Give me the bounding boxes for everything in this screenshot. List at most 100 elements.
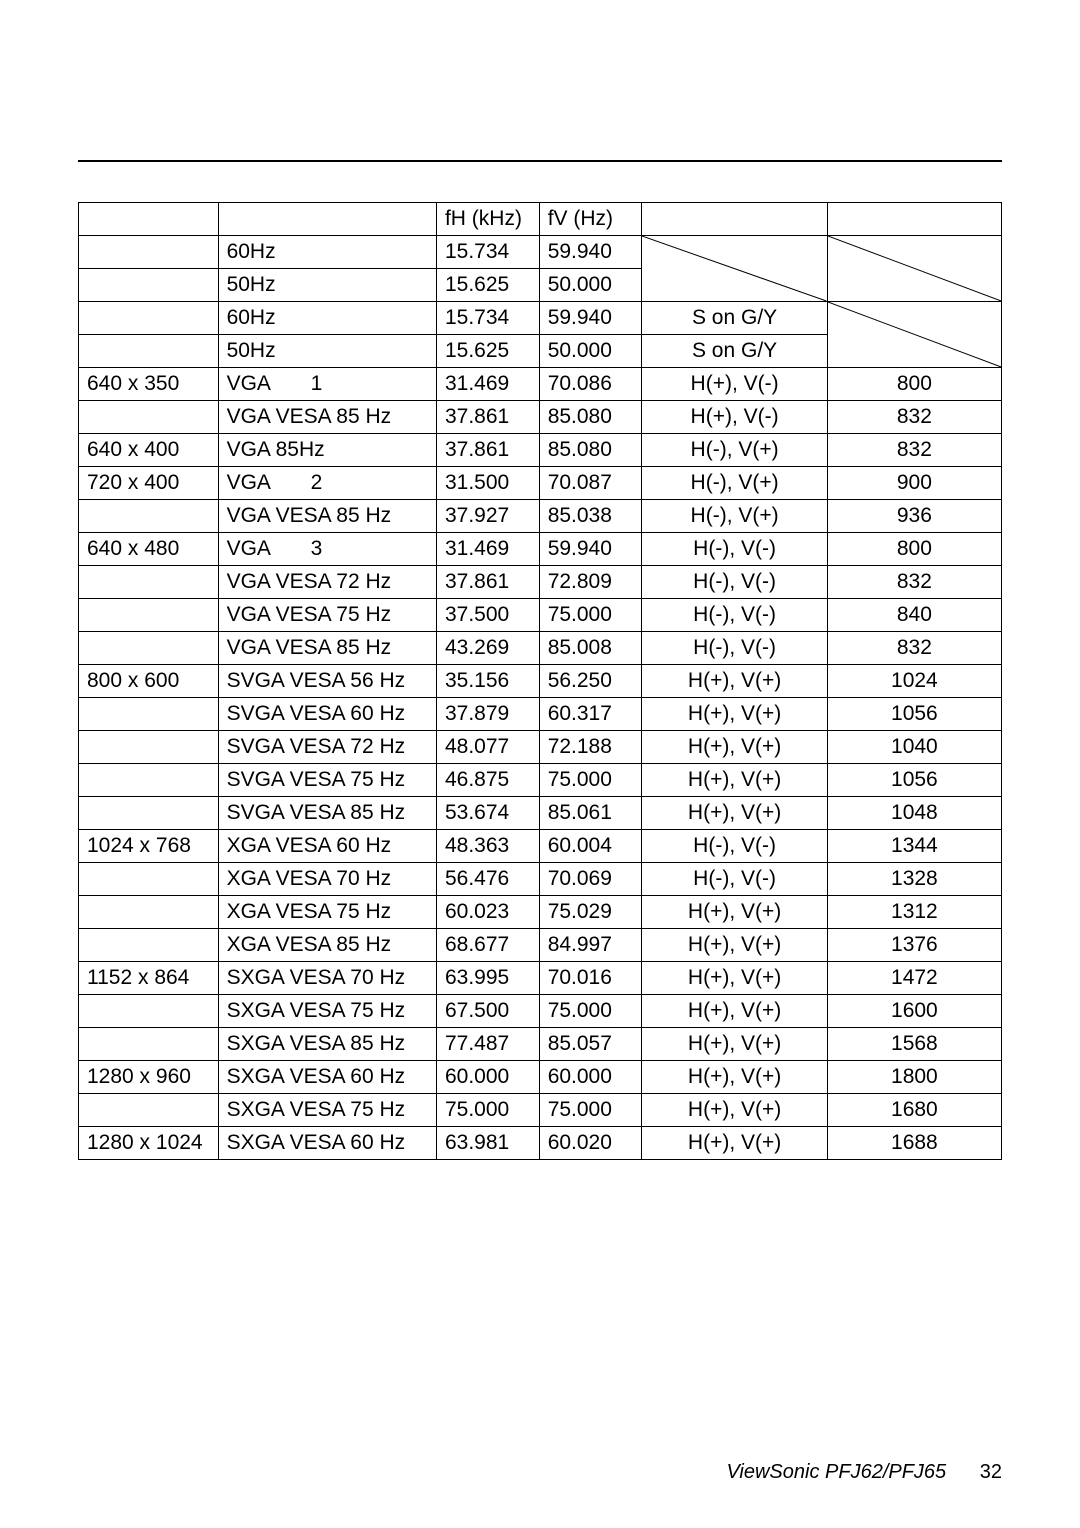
- cell-resolution: [79, 797, 219, 830]
- cell-resolution: [79, 929, 219, 962]
- cell-fv: 70.016: [539, 962, 642, 995]
- cell-dots: 1024: [827, 665, 1001, 698]
- cell-dots: 1600: [827, 995, 1001, 1028]
- cell-resolution: 1280 x 1024: [79, 1127, 219, 1160]
- cell-resolution: 1152 x 864: [79, 962, 219, 995]
- page-footer: ViewSonic PFJ62/PFJ65 32: [726, 1461, 1002, 1484]
- cell-dots: 1312: [827, 896, 1001, 929]
- cell-sync: H(-), V(-): [642, 599, 827, 632]
- cell-fh: 75.000: [436, 1094, 539, 1127]
- cell-mode: SXGA VESA 70 Hz: [218, 962, 436, 995]
- cell-fv: 60.004: [539, 830, 642, 863]
- cell-fh: 37.500: [436, 599, 539, 632]
- cell-mode: XGA VESA 75 Hz: [218, 896, 436, 929]
- header-blank-resolution: [79, 203, 219, 236]
- cell-mode: 60Hz: [218, 302, 436, 335]
- cell-mode: VGA VESA 85 Hz: [218, 500, 436, 533]
- cell-resolution: [79, 1094, 219, 1127]
- cell-dots: 800: [827, 533, 1001, 566]
- cell-fh: 37.861: [436, 401, 539, 434]
- cell-dots: 1040: [827, 731, 1001, 764]
- cell-dots: 1056: [827, 698, 1001, 731]
- cell-sync-na: [642, 236, 827, 302]
- cell-dots: 1376: [827, 929, 1001, 962]
- cell-fh: 31.500: [436, 467, 539, 500]
- cell-resolution: [79, 269, 219, 302]
- cell-dots: 1800: [827, 1061, 1001, 1094]
- header-blank-mode: [218, 203, 436, 236]
- cell-mode: 60Hz: [218, 236, 436, 269]
- cell-sync: H(+), V(-): [642, 401, 827, 434]
- cell-fh: 35.156: [436, 665, 539, 698]
- cell-sync: H(-), V(+): [642, 467, 827, 500]
- cell-fv: 84.997: [539, 929, 642, 962]
- cell-fv: 75.000: [539, 995, 642, 1028]
- cell-fh: 48.363: [436, 830, 539, 863]
- cell-dots: 832: [827, 632, 1001, 665]
- cell-fh: 15.625: [436, 335, 539, 368]
- cell-sync: H(-), V(+): [642, 500, 827, 533]
- cell-resolution: [79, 698, 219, 731]
- cell-fh: 37.861: [436, 566, 539, 599]
- cell-fv: 50.000: [539, 269, 642, 302]
- cell-sync: H(+), V(+): [642, 797, 827, 830]
- cell-fh: 43.269: [436, 632, 539, 665]
- cell-mode: SXGA VESA 85 Hz: [218, 1028, 436, 1061]
- cell-mode: SXGA VESA 75 Hz: [218, 995, 436, 1028]
- cell-sync: H(+), V(-): [642, 368, 827, 401]
- cell-dots-na: [827, 302, 1001, 368]
- cell-fv: 72.809: [539, 566, 642, 599]
- cell-sync: H(+), V(+): [642, 929, 827, 962]
- cell-sync: H(+), V(+): [642, 1028, 827, 1061]
- cell-resolution: [79, 335, 219, 368]
- cell-dots: 1056: [827, 764, 1001, 797]
- cell-sync: H(+), V(+): [642, 665, 827, 698]
- cell-fh: 37.861: [436, 434, 539, 467]
- cell-dots: 1328: [827, 863, 1001, 896]
- cell-fv: 72.188: [539, 731, 642, 764]
- cell-fv: 60.020: [539, 1127, 642, 1160]
- cell-sync: H(+), V(+): [642, 995, 827, 1028]
- cell-fv: 75.029: [539, 896, 642, 929]
- cell-resolution: [79, 236, 219, 269]
- cell-fv: 85.080: [539, 434, 642, 467]
- cell-dots: 900: [827, 467, 1001, 500]
- cell-mode: VGA VESA 72 Hz: [218, 566, 436, 599]
- cell-sync: H(-), V(-): [642, 566, 827, 599]
- cell-resolution: [79, 302, 219, 335]
- cell-mode: 50Hz: [218, 335, 436, 368]
- header-blank-sync: [642, 203, 827, 236]
- cell-dots: 800: [827, 368, 1001, 401]
- cell-mode: 50Hz: [218, 269, 436, 302]
- cell-sync: S on G/Y: [642, 335, 827, 368]
- cell-resolution: 1280 x 960: [79, 1061, 219, 1094]
- cell-fh: 37.927: [436, 500, 539, 533]
- cell-fh: 15.734: [436, 236, 539, 269]
- cell-mode: XGA VESA 60 Hz: [218, 830, 436, 863]
- cell-sync: H(-), V(-): [642, 632, 827, 665]
- cell-fh: 37.879: [436, 698, 539, 731]
- cell-resolution: [79, 764, 219, 797]
- cell-fv: 75.000: [539, 599, 642, 632]
- cell-sync: H(+), V(+): [642, 1061, 827, 1094]
- cell-fv: 85.080: [539, 401, 642, 434]
- footer-model: ViewSonic PFJ62/PFJ65: [726, 1461, 946, 1483]
- section-divider: [78, 160, 1002, 162]
- cell-sync: H(+), V(+): [642, 764, 827, 797]
- cell-sync: H(+), V(+): [642, 896, 827, 929]
- cell-sync: H(+), V(+): [642, 731, 827, 764]
- cell-resolution: 640 x 400: [79, 434, 219, 467]
- cell-resolution: 800 x 600: [79, 665, 219, 698]
- cell-dots: 1680: [827, 1094, 1001, 1127]
- cell-resolution: [79, 401, 219, 434]
- cell-mode: VGA 3: [218, 533, 436, 566]
- cell-mode: VGA 2: [218, 467, 436, 500]
- cell-fv: 85.038: [539, 500, 642, 533]
- cell-sync: H(+), V(+): [642, 962, 827, 995]
- cell-fh: 31.469: [436, 368, 539, 401]
- cell-fh: 15.625: [436, 269, 539, 302]
- cell-resolution: [79, 995, 219, 1028]
- cell-fh: 63.981: [436, 1127, 539, 1160]
- cell-resolution: [79, 731, 219, 764]
- cell-mode: VGA VESA 75 Hz: [218, 599, 436, 632]
